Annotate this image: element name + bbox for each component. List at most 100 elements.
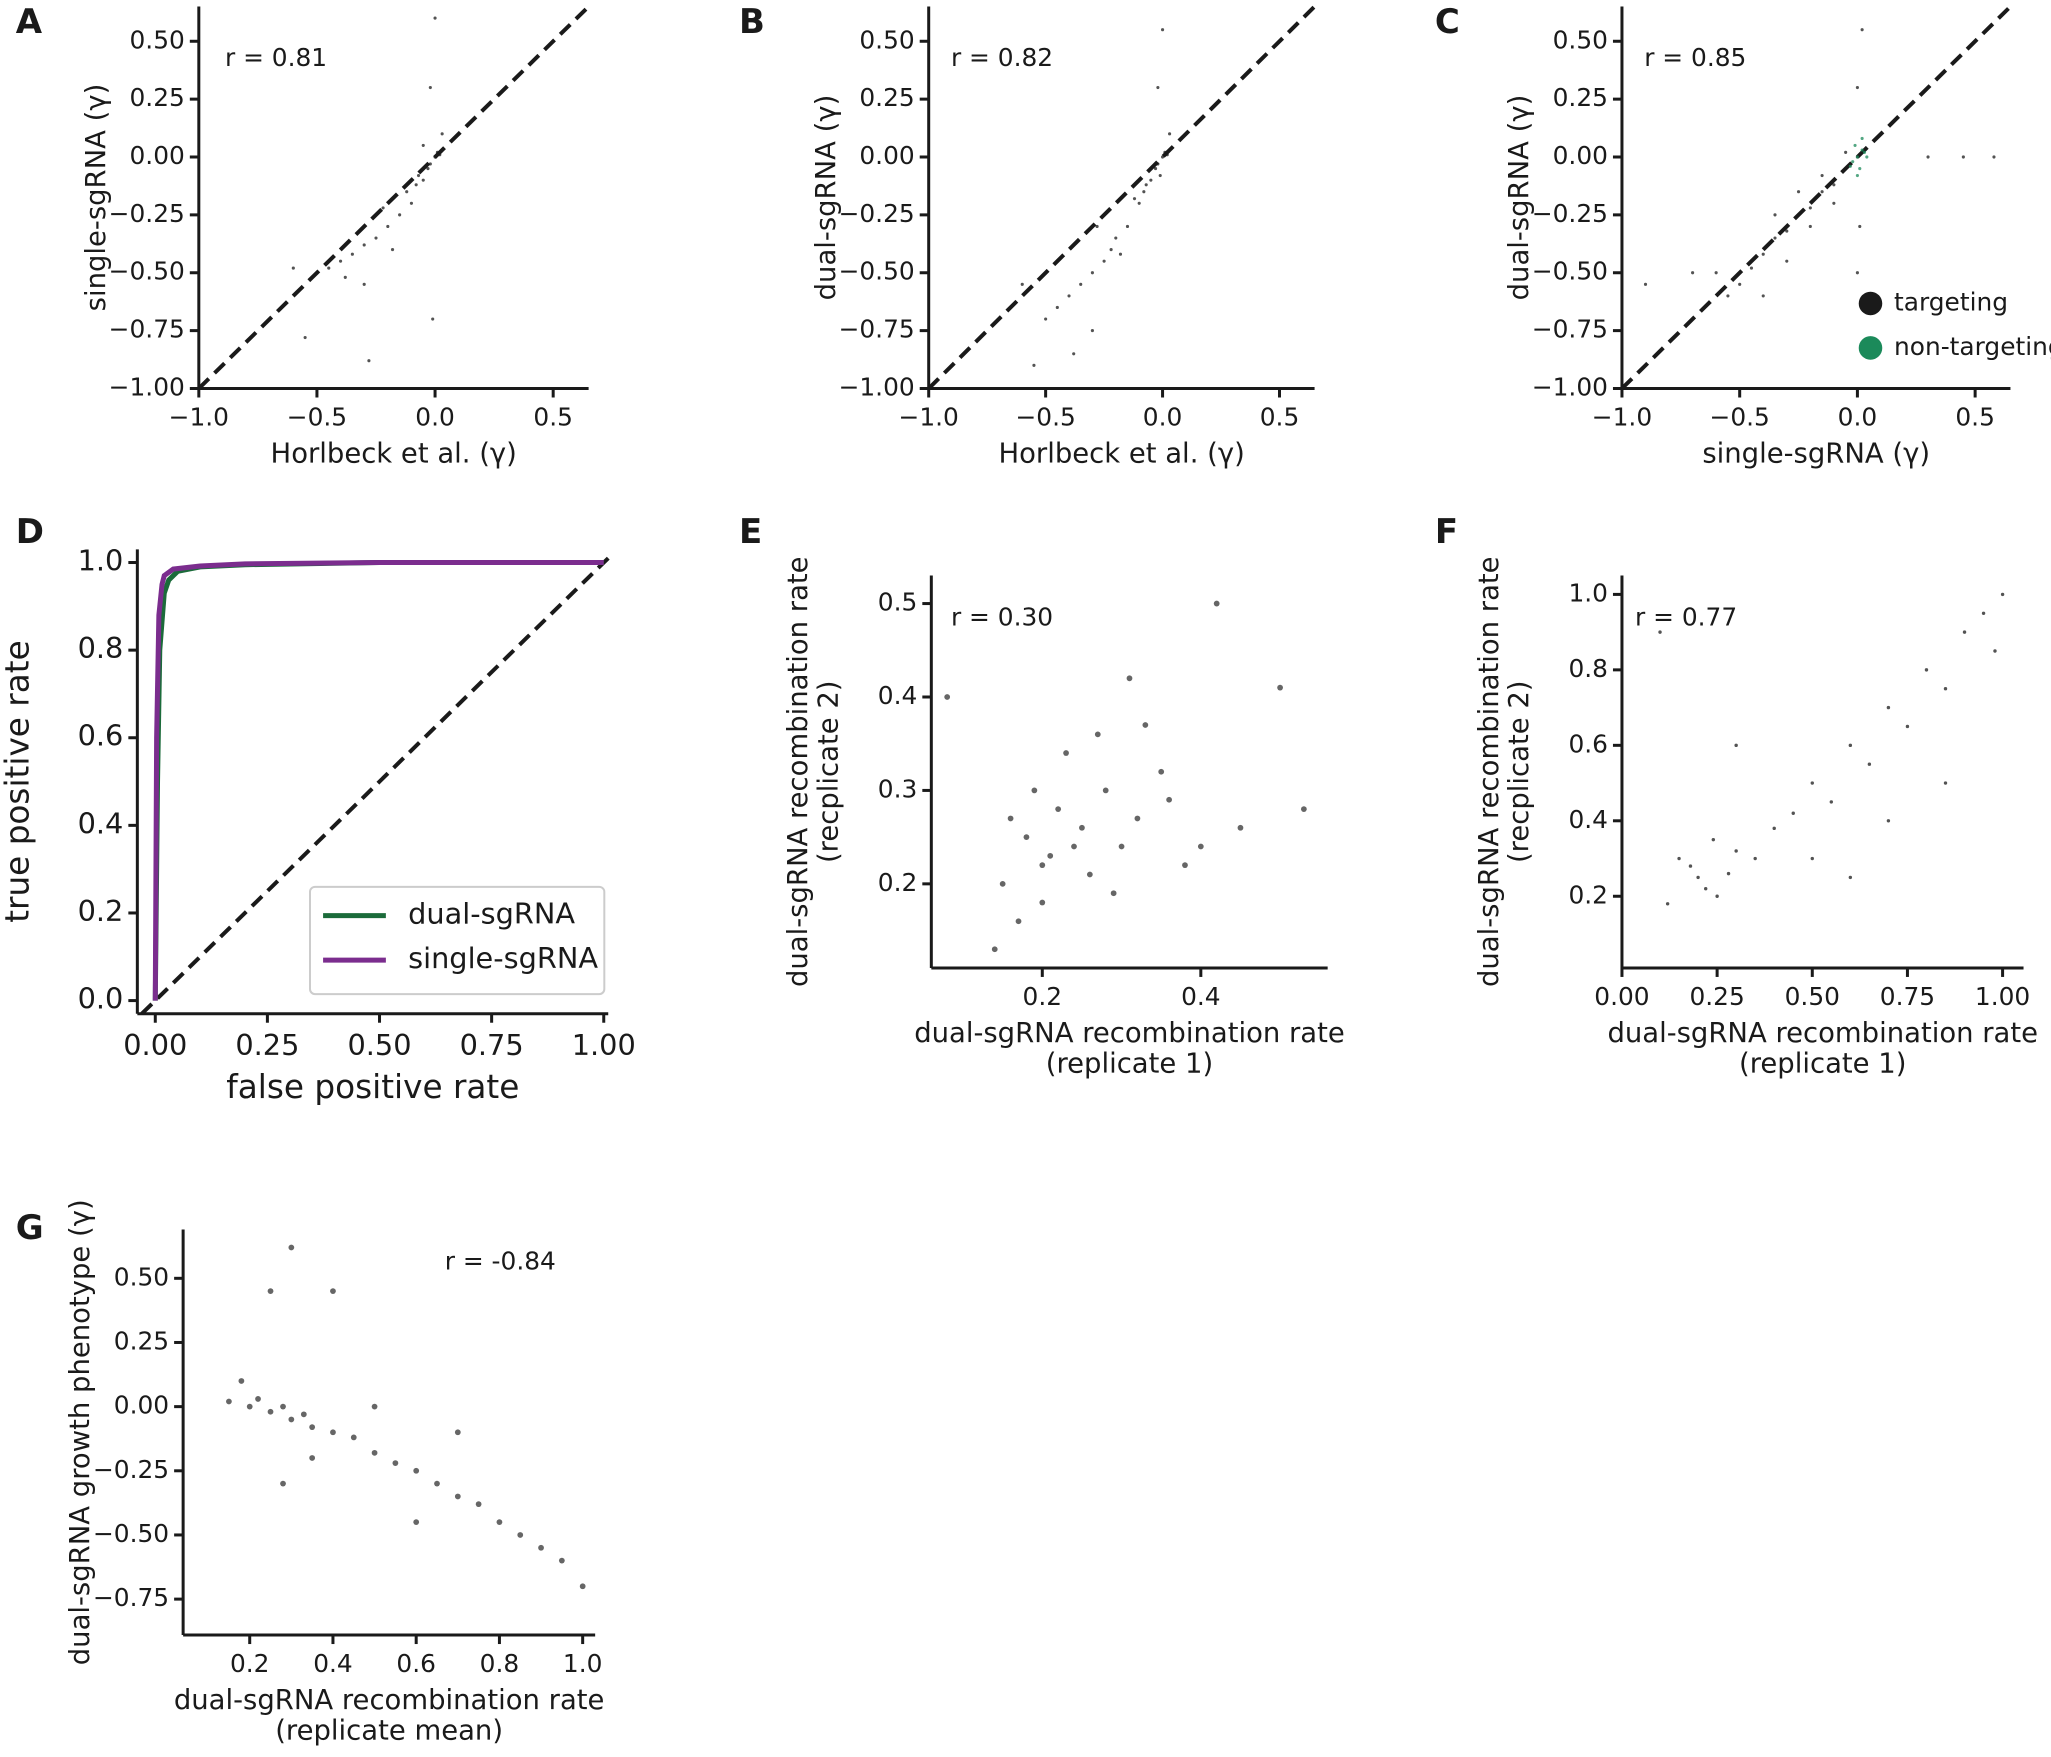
point	[1197, 843, 1204, 850]
x-axis-label: dual-sgRNA recombination rate	[914, 1018, 1345, 1049]
y-tick-label: 0.00	[859, 141, 914, 170]
point	[1277, 684, 1283, 691]
point	[1926, 155, 1930, 159]
x-tick-label: 0.00	[123, 1028, 187, 1062]
x-tick-label: 0.25	[235, 1028, 299, 1062]
point	[367, 359, 371, 363]
point	[1134, 815, 1141, 822]
panel: 0.2 0.4 0.6 0.8 1.0 −0.75 −0.50 −0.25 0.00 0.25 0.…	[16, 1199, 605, 1746]
point	[1865, 155, 1869, 159]
y-tick-label: −0.75	[93, 1583, 169, 1612]
panel-label: A	[16, 2, 43, 42]
point	[1032, 363, 1036, 367]
point	[1773, 213, 1777, 217]
point	[991, 946, 998, 953]
point	[1820, 190, 1824, 194]
point	[517, 1532, 524, 1538]
y-tick-label: 0.4	[878, 681, 918, 710]
point	[291, 266, 295, 270]
y-tick-label: 0.6	[1568, 729, 1608, 758]
point	[1007, 815, 1014, 822]
roc-line	[152, 560, 604, 1001]
point	[1860, 136, 1864, 141]
point	[1095, 224, 1099, 229]
point	[405, 190, 409, 194]
point	[1102, 787, 1109, 794]
x-tick-label: 0.8	[480, 1649, 520, 1678]
x-tick-label: 1.0	[563, 1649, 603, 1678]
point	[1023, 834, 1030, 841]
point	[579, 1583, 586, 1590]
point	[398, 213, 402, 217]
point	[1144, 183, 1148, 187]
point	[1156, 85, 1160, 90]
panel: 0.00 0.25 0.50 0.75 1.00 0.2 0.4 0.6 0.8 1.0 dual-…	[1435, 512, 2038, 1079]
x-tick-label: 1.00	[1975, 982, 2030, 1011]
x-tick-label: −0.5	[1710, 403, 1770, 432]
y-tick-label: −0.50	[839, 257, 915, 286]
point	[1715, 894, 1719, 898]
legend-label: dual-sgRNA	[408, 897, 575, 931]
point	[1166, 796, 1172, 803]
point	[1808, 206, 1812, 210]
point	[1858, 224, 1862, 229]
x-axis-label: false positive rate	[226, 1068, 519, 1106]
x-tick-label: 0.0	[1838, 403, 1878, 432]
point	[1079, 824, 1085, 831]
point	[1993, 649, 1997, 653]
annotation: r = 0.81	[225, 43, 327, 72]
x-axis-label: Horlbeck et al. (γ)	[998, 439, 1244, 470]
point	[330, 1288, 336, 1295]
panel-label: E	[739, 512, 762, 552]
point	[1094, 731, 1101, 738]
point	[1734, 849, 1738, 853]
x-axis-label: (replicate 1)	[1046, 1048, 1213, 1079]
point	[1810, 781, 1814, 785]
point	[1677, 856, 1681, 861]
point	[1853, 143, 1857, 147]
point	[431, 317, 435, 321]
point	[1055, 305, 1059, 310]
y-tick-label: −0.25	[1532, 199, 1608, 228]
x-tick-label: 0.2	[1023, 982, 1063, 1011]
x-tick-label: 0.0	[1143, 403, 1183, 432]
y-axis-label: dual-sgRNA growth phenotype (γ)	[65, 1199, 96, 1665]
point	[255, 1396, 261, 1402]
point	[1015, 918, 1022, 925]
y-tick-label: 0.50	[1553, 25, 1608, 54]
point	[1079, 282, 1083, 286]
x-tick-label: 0.50	[347, 1028, 411, 1062]
point	[1237, 824, 1244, 831]
point	[496, 1519, 503, 1526]
y-tick-label: 0.2	[878, 868, 918, 897]
diagonal	[927, 5, 1316, 390]
diagonal	[197, 5, 591, 390]
point	[428, 85, 432, 90]
legend-swatch	[1858, 336, 1883, 360]
panel-label: G	[16, 1208, 44, 1248]
point	[1063, 750, 1069, 756]
point	[538, 1544, 544, 1551]
point	[1785, 259, 1789, 263]
point	[1961, 155, 1965, 159]
point	[1886, 819, 1891, 823]
y-axis-label: dual-sgRNA recombination rate	[1474, 556, 1505, 987]
point	[1067, 294, 1071, 298]
y-tick-label: −1.00	[1532, 372, 1608, 401]
point	[315, 271, 319, 275]
x-tick-label: 0.4	[313, 1649, 353, 1678]
point	[1738, 282, 1742, 286]
point	[1168, 132, 1172, 136]
point	[1981, 611, 1986, 615]
point	[1090, 271, 1094, 275]
point	[1772, 826, 1776, 831]
y-tick-label: 0.50	[859, 25, 914, 54]
point	[1832, 183, 1836, 187]
point	[1132, 197, 1137, 201]
point	[1688, 864, 1693, 868]
point	[1118, 252, 1123, 256]
panel: 0.00 0.25 0.50 0.75 1.00 0.0 0.2 0.4 0.6 0.8 1.0 fa…	[0, 512, 636, 1106]
point	[1071, 843, 1077, 850]
point	[371, 1403, 378, 1410]
x-tick-label: −0.5	[287, 403, 347, 432]
